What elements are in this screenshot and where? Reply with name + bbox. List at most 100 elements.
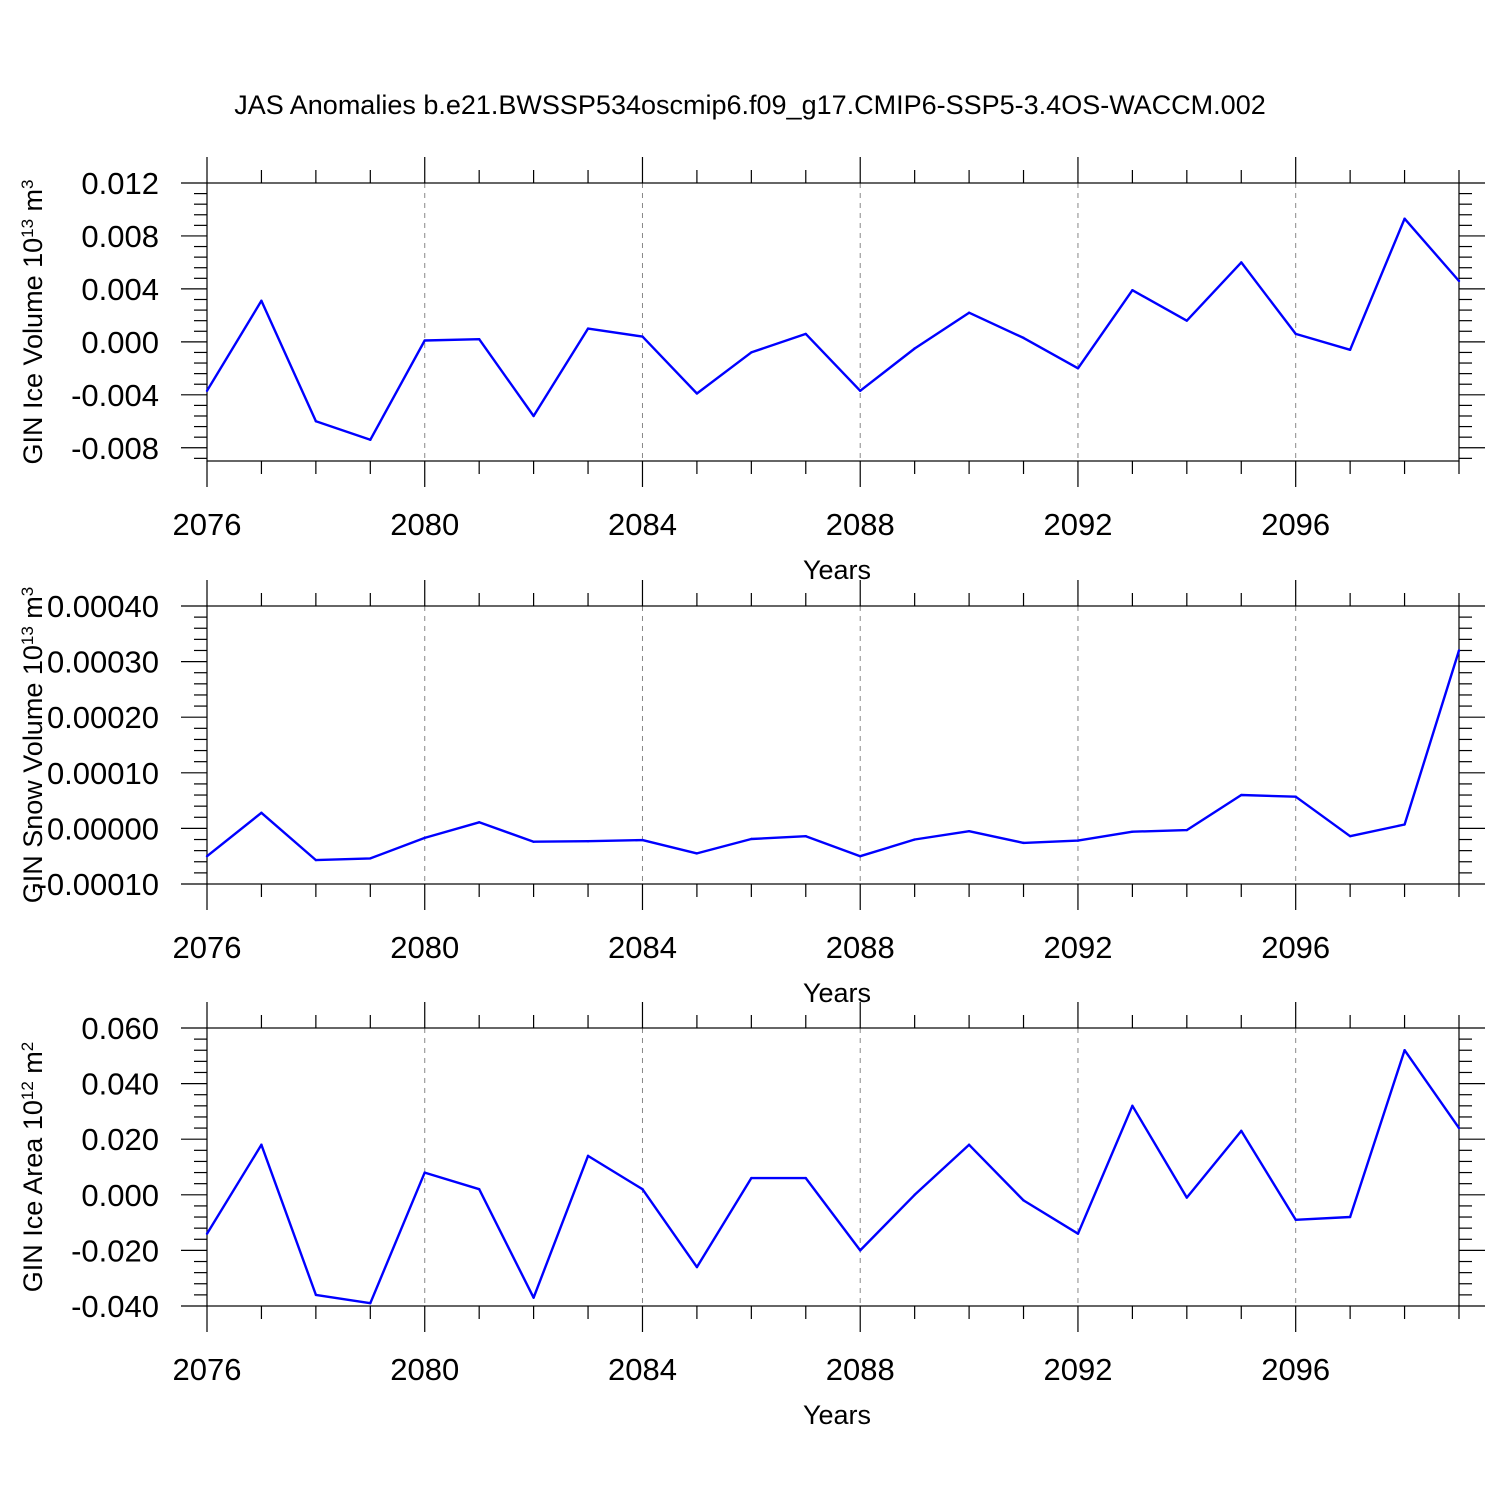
y-tick-label: -0.00010 [37,867,159,902]
y-tick-label: 0.00040 [47,589,159,624]
y-axis-title-exponent: 13 [18,219,37,238]
x-tick-label: 2092 [1043,1352,1112,1387]
y-tick-label: -0.008 [71,431,159,466]
data-point [205,1232,209,1235]
data-point [1185,1196,1189,1199]
data-point [1294,332,1297,336]
data-point [913,1193,916,1197]
data-point [695,392,699,395]
x-tick-label: 2076 [173,507,242,542]
data-point [804,332,807,336]
x-tick-label: 2096 [1261,507,1330,542]
y-tick-label: 0.00030 [47,645,159,680]
data-point [641,335,644,338]
x-tick-label: 2080 [390,930,459,965]
data-point [1076,367,1080,370]
data-point [586,327,590,330]
chart-panel-2: -0.00010 0.00000 0.00010 0.00020 0.00030 0.00… [18,580,1485,1008]
data-point [1131,289,1134,292]
plot-frame [206,182,1460,462]
data-point [477,1188,481,1191]
data-point [1403,823,1406,826]
x-tick-label: 2088 [826,1352,895,1387]
data-point [314,858,318,862]
x-tick-label: 2076 [173,1352,242,1387]
data-point [913,347,916,350]
data-point [750,837,753,841]
x-tick-label: 2092 [1043,507,1112,542]
y-tick-label: 0.000 [81,1178,159,1213]
y-axis-title: GIN Snow Volume 1013 m3 [18,587,49,904]
y-axis-title-unit: m [18,1051,48,1081]
y-axis-title-unit-exponent: 3 [18,587,37,596]
x-axis-title: Years [803,1400,871,1430]
data-point [804,834,807,838]
data-point [1348,348,1352,351]
data-point [260,811,263,815]
x-tick-label: 2084 [608,1352,677,1387]
data-point [477,821,481,824]
data-point [586,839,590,843]
y-tick-label: 0.00010 [47,756,159,791]
data-point [1348,834,1352,838]
data-point [750,1176,753,1180]
y-tick-label: 0.000 [81,325,159,360]
y-tick-label: 0.020 [81,1122,159,1157]
data-point [859,855,862,858]
y-axis-title-unit-exponent: 3 [18,179,37,188]
y-axis-title: GIN Ice Volume 1013 m3 [18,179,49,464]
data-point [1457,279,1461,283]
chart-panel-3: -0.040 -0.020 0.000 0.020 0.040 0.060 2076 2080… [18,1002,1485,1430]
data-point [477,338,481,341]
data-point [1185,319,1189,322]
data-point [1457,1126,1461,1130]
data-point [1403,1049,1406,1052]
data-point [1348,1215,1352,1219]
data-point [1076,839,1080,842]
y-axis-title-base: GIN Ice Area 10 [18,1100,48,1292]
data-point [260,299,263,303]
y-tick-label: 0.004 [81,272,159,307]
plot-frame [206,1027,1460,1307]
x-tick-label: 2084 [608,930,677,965]
data-point [641,838,644,842]
data-point [314,420,318,423]
y-tick-label: -0.004 [71,378,159,413]
data-point [1240,261,1243,264]
y-tick-label: 0.00000 [47,811,159,846]
y-axis-title-base: GIN Ice Volume 10 [18,238,48,465]
data-point [1131,1104,1134,1108]
y-tick-label: 0.040 [81,1067,159,1102]
data-point [423,836,426,840]
series-line [205,217,1460,441]
x-tick-label: 2092 [1043,930,1112,965]
data-point [205,855,209,858]
data-point [859,389,862,393]
data-point [967,1143,971,1146]
y-tick-label: -0.020 [71,1233,159,1268]
data-point [1022,841,1025,845]
data-point [423,1171,426,1174]
x-tick-label: 2080 [390,507,459,542]
data-point [804,1176,807,1180]
data-point [750,351,753,354]
y-axis-title-base: GIN Snow Volume 10 [18,645,48,903]
y-tick-label: 0.00020 [47,700,159,735]
y-tick-label: -0.040 [71,1289,159,1324]
series-line [206,650,1461,862]
data-point [913,838,916,841]
chart-panel-1: -0.008 -0.004 0.000 0.004 0.008 0.012 2076 2080… [18,157,1485,585]
data-point [967,829,971,833]
x-tick-label: 2096 [1261,930,1330,965]
plot-frame [206,605,1460,885]
x-tick-label: 2084 [608,507,677,542]
data-point [260,1143,263,1146]
x-tick-label: 2080 [390,1352,459,1387]
x-axis-title: Years [803,978,871,1008]
data-point [369,1302,372,1305]
y-axis-title-unit: m [18,189,48,219]
x-axis-title: Years [803,555,871,585]
figure-title: JAS Anomalies b.e21.BWSSP534oscmip6.f09_… [234,90,1266,120]
data-point [205,389,209,393]
